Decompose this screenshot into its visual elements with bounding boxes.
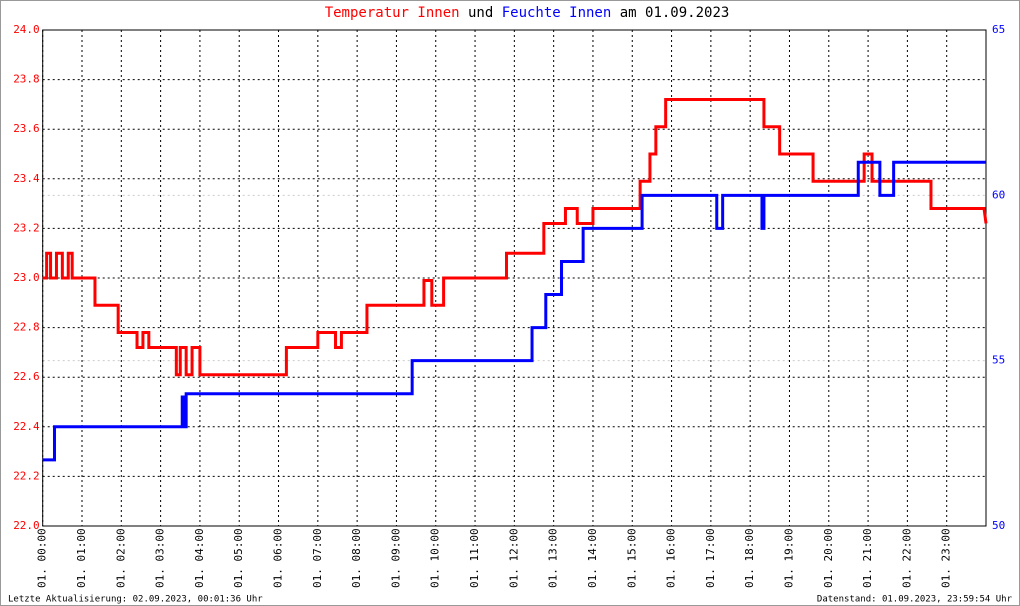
x-tick-label: 01. 07:00 [311, 528, 324, 588]
y2-tick-label: 60 [992, 188, 1005, 201]
x-tick-label: 01. 17:00 [704, 528, 717, 588]
x-tick-label: 01. 12:00 [507, 528, 520, 588]
x-tick-label: 01. 15:00 [625, 528, 638, 588]
x-tick-label: 01. 11:00 [468, 528, 481, 588]
x-tick-label: 01. 10:00 [429, 528, 442, 588]
x-tick-label: 01. 21:00 [861, 528, 874, 588]
y-tick-label: 22.8 [13, 321, 40, 334]
y-tick-label: 22.2 [13, 469, 40, 482]
x-tick-label: 01. 09:00 [389, 528, 402, 588]
x-tick-label: 01. 00:00 [36, 528, 49, 588]
title-humidity: Feuchte Innen [502, 5, 612, 21]
x-tick-label: 01. 22:00 [900, 528, 913, 588]
x-tick-label: 01. 08:00 [350, 528, 363, 588]
y-tick-label: 22.6 [13, 370, 40, 383]
x-tick-label: 01. 16:00 [665, 528, 678, 588]
footer-right: Datenstand: 01.09.2023, 23:59:54 Uhr [817, 595, 1013, 605]
y-tick-label: 22.4 [13, 420, 40, 433]
x-tick-label: 01. 05:00 [232, 528, 245, 588]
x-tick-label: 01. 01:00 [75, 528, 88, 588]
y-tick-label: 23.8 [13, 73, 40, 86]
x-tick-label: 01. 03:00 [154, 528, 167, 588]
x-tick-label: 01. 06:00 [272, 528, 285, 588]
y-tick-label: 23.0 [13, 271, 40, 284]
footer-left: Letzte Aktualisierung: 02.09.2023, 00:01… [8, 595, 263, 605]
x-tick-label: 01. 13:00 [547, 528, 560, 588]
y-tick-label: 22.0 [13, 519, 40, 532]
x-tick-label: 01. 02:00 [114, 528, 127, 588]
x-tick-label: 01. 23:00 [940, 528, 953, 588]
title-temperature: Temperatur Innen [325, 5, 460, 21]
title-connector: und [468, 5, 493, 21]
y-tick-label: 23.6 [13, 122, 40, 135]
y2-tick-label: 65 [992, 23, 1005, 36]
x-tick-label: 01. 20:00 [822, 528, 835, 588]
x-tick-label: 01. 19:00 [782, 528, 795, 588]
y-tick-label: 24.0 [13, 23, 40, 36]
x-tick-label: 01. 14:00 [586, 528, 599, 588]
y-tick-label: 23.4 [13, 172, 40, 185]
x-tick-label: 01. 04:00 [193, 528, 206, 588]
chart-title: Temperatur Innen und Feuchte Innen am 01… [325, 5, 730, 21]
y-tick-label: 23.2 [13, 221, 40, 234]
series-line [42, 160, 986, 462]
x-tick-label: 01. 18:00 [743, 528, 756, 588]
title-suffix: am 01.09.2023 [620, 5, 730, 21]
series-line [42, 97, 988, 377]
y2-tick-label: 55 [992, 354, 1005, 367]
y2-tick-label: 50 [992, 519, 1005, 532]
